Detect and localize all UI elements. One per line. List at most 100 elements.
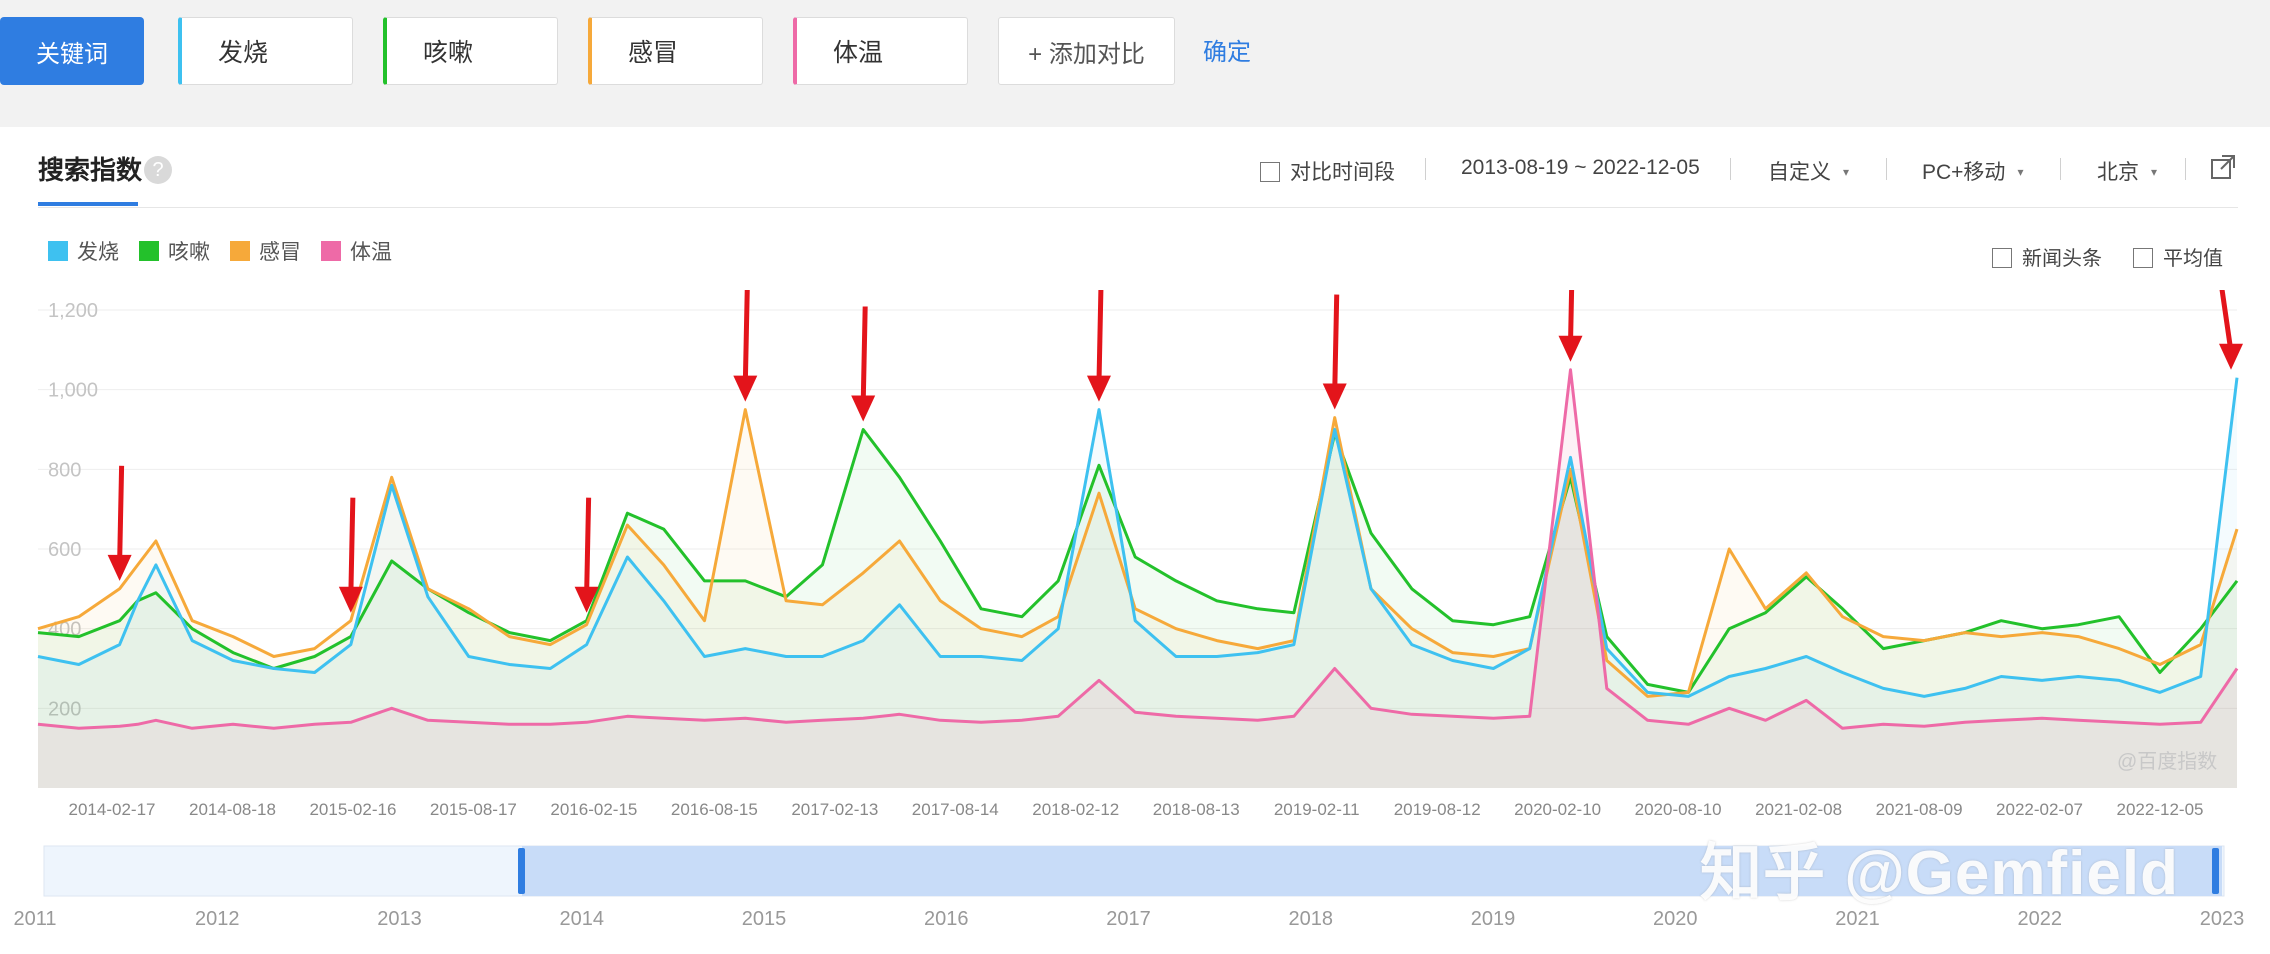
arrow-head xyxy=(574,586,599,613)
y-tick-label: 600 xyxy=(48,539,81,561)
help-icon[interactable]: ? xyxy=(144,156,172,184)
red-arrow-annotation xyxy=(2219,290,2243,370)
navigator-handle-right xyxy=(2212,848,2219,894)
navigator-year-label: 2011 xyxy=(13,908,56,930)
news-headline-option[interactable]: 新闻头条 xyxy=(1992,242,2102,271)
x-tick-label: 2021-02-08 xyxy=(1755,800,1842,819)
arrow-shaft xyxy=(1096,290,1104,384)
legend-label: 发烧 xyxy=(77,241,119,264)
y-tick-label: 1,000 xyxy=(48,380,98,402)
chevron-down-icon: ▾ xyxy=(2151,165,2158,179)
separator xyxy=(1425,158,1426,180)
navigator-year-label: 2023 xyxy=(2200,908,2245,930)
legend-swatch xyxy=(139,241,159,261)
x-tick-label: 2017-08-14 xyxy=(912,800,999,819)
red-arrow-annotation xyxy=(1086,290,1111,402)
arrow-shaft xyxy=(1332,294,1340,392)
legend-item-cold[interactable]: 感冒 xyxy=(230,236,301,266)
chevron-down-icon: ▾ xyxy=(1843,165,1850,179)
separator xyxy=(1730,158,1731,180)
red-arrow-annotation xyxy=(107,465,132,581)
arrow-head xyxy=(1086,375,1111,402)
separator xyxy=(2060,158,2061,180)
x-tick-label: 2017-02-13 xyxy=(791,800,878,819)
arrow-shaft xyxy=(860,306,868,404)
keyword-button[interactable]: 关键词 xyxy=(0,17,144,85)
y-tick-label: 200 xyxy=(48,698,81,720)
legend-swatch xyxy=(48,241,68,261)
x-tick-label: 2022-02-07 xyxy=(1996,800,2083,819)
x-tick-label: 2022-12-05 xyxy=(2117,800,2204,819)
keyword-field-cold[interactable]: 感冒 xyxy=(588,17,763,85)
series-line-1 xyxy=(37,377,2239,698)
average-checkbox[interactable] xyxy=(2133,248,2153,268)
keyword-field-temperature[interactable]: 体温 xyxy=(793,17,968,85)
add-comparison-button[interactable]: + 添加对比 xyxy=(998,17,1175,85)
red-arrow-annotation xyxy=(1558,290,1583,362)
time-navigator[interactable]: 2011 2012 2013 2014 2015 2016 2017 2018 2019 2020… xyxy=(0,830,2270,954)
x-tick-label: 2016-08-15 xyxy=(671,800,758,819)
legend-item-cough[interactable]: 咳嗽 xyxy=(139,236,210,266)
device-label: PC+移动 xyxy=(1922,161,2006,184)
compare-period-option[interactable]: 对比时间段 xyxy=(1260,156,1395,186)
news-headline-label: 新闻头条 xyxy=(2022,248,2102,270)
date-range-picker[interactable]: 2013-08-19 ~ 2022-12-05 xyxy=(1461,156,1700,179)
arrow-head xyxy=(733,375,758,402)
chevron-down-icon: ▾ xyxy=(2017,165,2024,179)
series-area xyxy=(38,369,2237,788)
red-arrow-annotation xyxy=(851,306,876,422)
legend-item-temperature[interactable]: 体温 xyxy=(321,236,392,266)
series-area xyxy=(38,377,2237,788)
navigator-year-label: 2014 xyxy=(560,908,605,930)
region-dropdown[interactable]: 北京 ▾ xyxy=(2097,156,2157,186)
external-link-icon[interactable] xyxy=(2210,154,2236,180)
navigator-year-label: 2012 xyxy=(195,908,240,930)
arrow-head xyxy=(338,586,363,613)
arrow-head xyxy=(1558,335,1583,362)
search-index-tab[interactable]: 搜索指数 xyxy=(38,155,143,185)
navigator-year-label: 2018 xyxy=(1289,908,1334,930)
arrow-shaft xyxy=(348,497,356,595)
series-line-4 xyxy=(37,368,2239,730)
custom-range-dropdown[interactable]: 自定义 ▾ xyxy=(1768,156,1849,186)
navigator-year-label: 2019 xyxy=(1471,908,1516,930)
x-tick-label: 2018-08-13 xyxy=(1153,800,1240,819)
navigator-year-label: 2017 xyxy=(1106,908,1151,930)
x-tick-label: 2019-02-11 xyxy=(1274,800,1360,819)
news-headline-checkbox[interactable] xyxy=(1992,248,2012,268)
baidu-index-watermark: @百度指数 xyxy=(2117,751,2218,773)
series-line-3 xyxy=(37,408,2239,698)
keyword-field-fever[interactable]: 发烧 xyxy=(178,17,353,85)
red-arrow-annotation xyxy=(574,497,599,613)
average-label: 平均值 xyxy=(2163,248,2223,270)
x-tick-label: 2020-08-10 xyxy=(1635,800,1722,819)
x-tick-label: 2015-08-17 xyxy=(430,800,517,819)
navigator-year-label: 2020 xyxy=(1653,908,1698,930)
legend-label: 感冒 xyxy=(259,241,301,264)
arrow-head xyxy=(1322,383,1347,410)
chart-legend: 发烧 咳嗽 感冒 体温 xyxy=(48,236,412,266)
average-option[interactable]: 平均值 xyxy=(2133,242,2223,271)
confirm-link[interactable]: 确定 xyxy=(1203,39,1251,66)
legend-swatch xyxy=(321,241,341,261)
x-tick-label: 2018-02-12 xyxy=(1032,800,1119,819)
region-label: 北京 xyxy=(2097,161,2139,184)
legend-swatch xyxy=(230,241,250,261)
navigator-year-label: 2022 xyxy=(2018,908,2063,930)
arrow-head xyxy=(2219,343,2243,370)
arrow-shaft xyxy=(1567,290,1575,344)
red-arrow-annotation xyxy=(338,497,363,613)
compare-period-checkbox[interactable] xyxy=(1260,162,1280,182)
navigator-handle-left xyxy=(518,848,525,894)
separator xyxy=(1886,158,1887,180)
x-tick-label: 2016-02-15 xyxy=(550,800,637,819)
x-tick-label: 2015-02-16 xyxy=(309,800,396,819)
legend-item-fever[interactable]: 发烧 xyxy=(48,236,119,266)
zhihu-watermark: 知乎 @Gemfield xyxy=(1700,839,2179,908)
device-dropdown[interactable]: PC+移动 ▾ xyxy=(1922,156,2023,186)
tab-underline xyxy=(38,202,138,206)
separator xyxy=(2185,158,2186,180)
keyword-field-cough[interactable]: 咳嗽 xyxy=(383,17,558,85)
x-tick-label: 2014-08-18 xyxy=(189,800,276,819)
